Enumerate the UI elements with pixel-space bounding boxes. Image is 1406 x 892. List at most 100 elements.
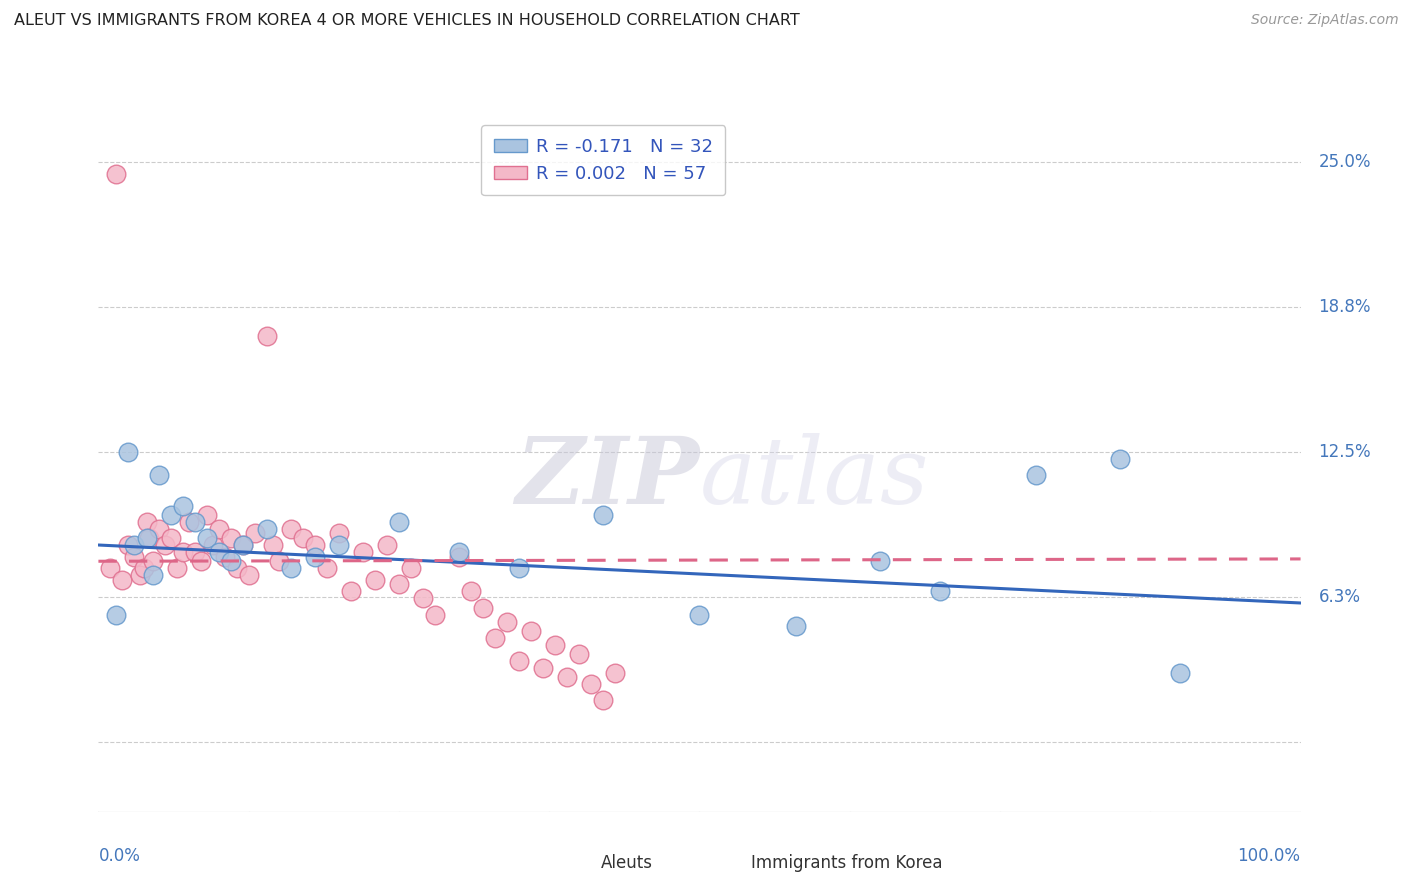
Point [243,526,266,541]
Point [869,554,891,568]
Point [304,549,326,564]
Point [555,670,578,684]
Point [412,591,434,606]
Point [141,568,163,582]
Point [520,624,543,638]
Point [544,638,567,652]
Point [111,573,134,587]
Point [328,526,350,541]
Point [472,600,495,615]
Point [262,538,284,552]
Point [592,508,614,522]
Point [219,531,242,545]
Point [232,538,254,552]
Text: 18.8%: 18.8% [1319,298,1371,317]
Point [340,584,363,599]
Point [364,573,387,587]
Text: 12.5%: 12.5% [1319,443,1371,461]
Text: ALEUT VS IMMIGRANTS FROM KOREA 4 OR MORE VEHICLES IN HOUSEHOLD CORRELATION CHART: ALEUT VS IMMIGRANTS FROM KOREA 4 OR MORE… [14,13,800,29]
Point [105,167,128,181]
Point [135,515,157,529]
Point [201,538,224,552]
Point [568,647,591,661]
Legend: R = -0.171   N = 32, R = 0.002   N = 57: R = -0.171 N = 32, R = 0.002 N = 57 [481,125,725,195]
Point [447,549,470,564]
Point [352,545,374,559]
Point [785,619,807,633]
Point [423,607,446,622]
Point [508,654,530,668]
Point [447,545,470,559]
Point [183,545,205,559]
Point [531,661,554,675]
Point [1170,665,1192,680]
Point [166,561,188,575]
Point [232,538,254,552]
Point [1109,452,1132,467]
Text: 6.3%: 6.3% [1319,588,1361,607]
Point [388,577,411,591]
Point [256,329,278,343]
Text: 100.0%: 100.0% [1237,847,1301,864]
Point [214,549,236,564]
Point [328,538,350,552]
Point [508,561,530,575]
Point [148,522,170,536]
Point [291,531,314,545]
Point [256,522,278,536]
FancyBboxPatch shape [706,849,741,877]
Point [153,538,176,552]
Point [375,538,398,552]
Point [460,584,482,599]
Point [141,554,163,568]
Point [117,445,139,459]
Point [138,531,160,545]
Text: Source: ZipAtlas.com: Source: ZipAtlas.com [1251,13,1399,28]
Point [592,693,614,707]
Point [496,615,519,629]
Point [208,522,231,536]
Text: 0.0%: 0.0% [98,847,141,864]
Point [195,508,218,522]
Point [100,561,122,575]
Point [117,538,139,552]
Point [315,561,337,575]
Text: Immigrants from Korea: Immigrants from Korea [751,854,942,871]
Point [132,561,155,575]
Text: Aleuts: Aleuts [600,854,652,871]
Text: atlas: atlas [699,433,929,523]
Point [219,554,242,568]
Point [484,631,506,645]
Text: ZIP: ZIP [515,433,699,523]
Point [688,607,710,622]
Point [225,561,247,575]
Point [172,499,194,513]
Point [177,515,200,529]
Point [581,677,603,691]
Point [280,561,302,575]
Point [1025,468,1047,483]
Point [208,545,231,559]
Point [267,554,290,568]
Point [195,531,218,545]
Point [388,515,411,529]
Point [190,554,212,568]
Point [238,568,260,582]
Point [159,508,181,522]
Point [183,515,205,529]
Point [172,545,194,559]
Point [605,665,627,680]
Point [159,531,181,545]
Point [105,607,128,622]
FancyBboxPatch shape [555,849,592,877]
Point [148,468,170,483]
Point [304,538,326,552]
Text: 25.0%: 25.0% [1319,153,1371,171]
Point [135,531,157,545]
Point [124,549,146,564]
Point [129,568,152,582]
Point [928,584,950,599]
Point [124,538,146,552]
Point [399,561,422,575]
Point [280,522,302,536]
